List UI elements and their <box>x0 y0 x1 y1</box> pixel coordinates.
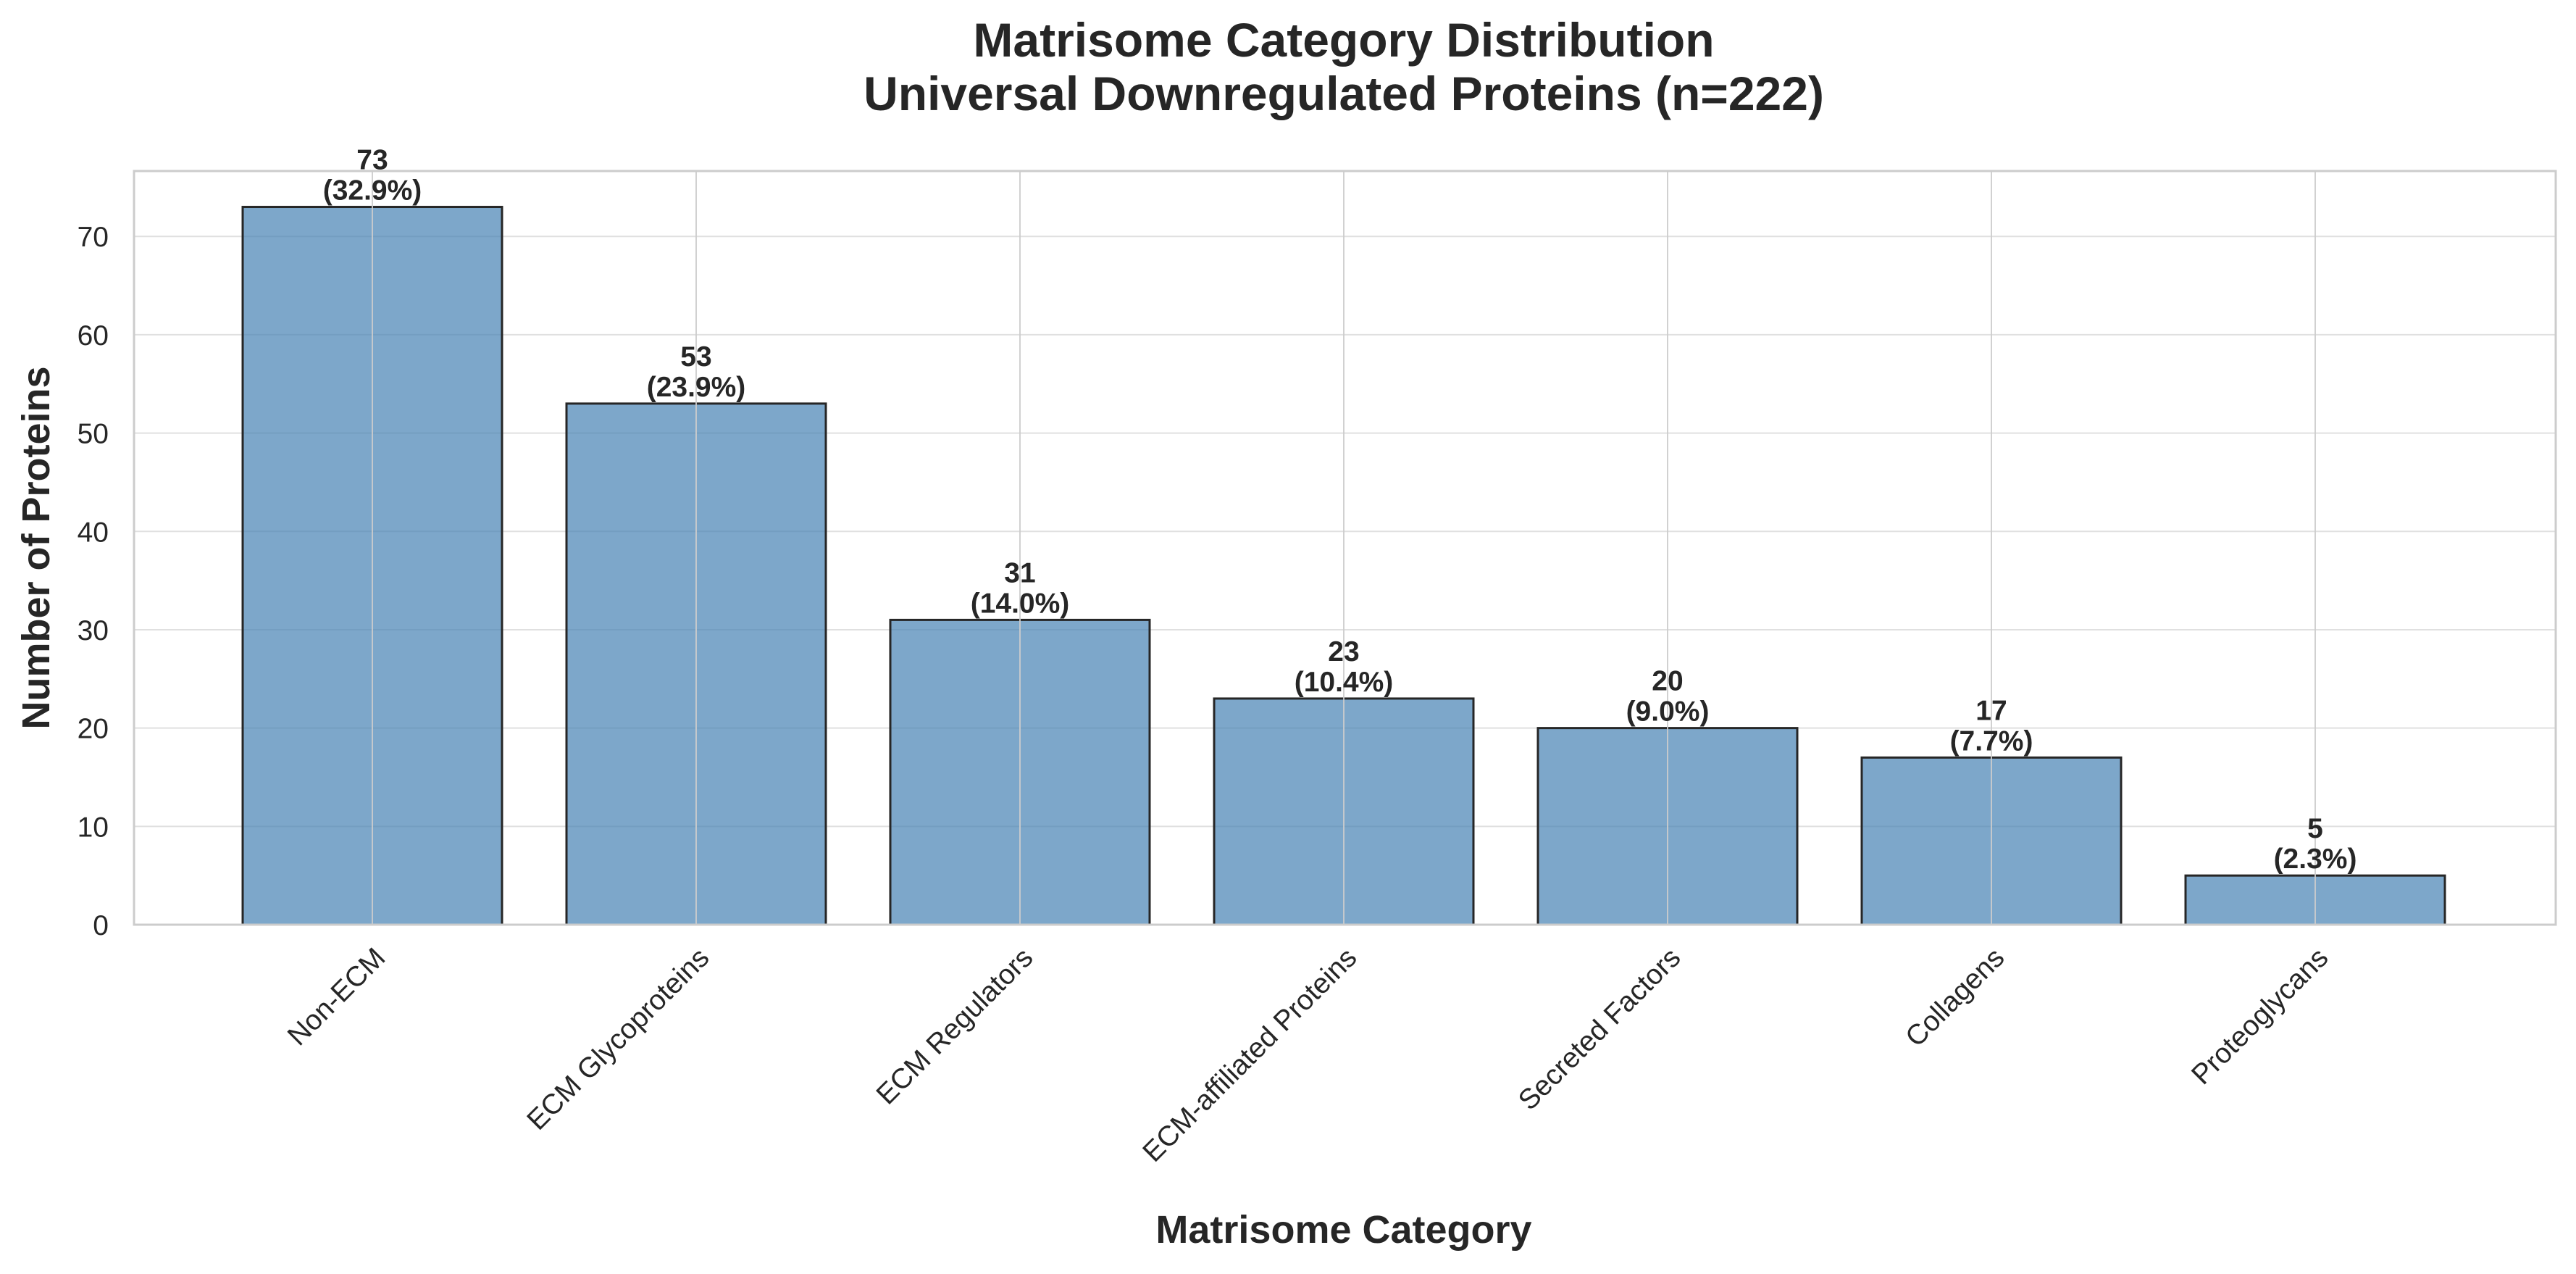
bar-percent-label: (9.0%) <box>1626 696 1710 728</box>
bar-value-label: 53 <box>680 341 711 372</box>
chart-title: Matrisome Category Distribution Universa… <box>863 13 1824 120</box>
x-axis-label: Matrisome Category <box>1155 1208 1531 1252</box>
bar-value-label: 5 <box>2307 813 2323 844</box>
bar-percent-label: (32.9%) <box>323 175 422 207</box>
y-tick-label: 70 <box>78 222 109 253</box>
chart-title-line-2: Universal Downregulated Proteins (n=222) <box>863 67 1824 120</box>
y-tick-label: 20 <box>78 714 109 745</box>
y-tick-label: 30 <box>78 615 109 646</box>
y-tick-label: 60 <box>78 320 109 351</box>
y-tick-label: 50 <box>78 419 109 450</box>
bar-percent-label: (2.3%) <box>2274 844 2357 875</box>
bar-percent-label: (23.9%) <box>647 372 746 403</box>
bar-value-label: 23 <box>1328 636 1359 667</box>
y-axis-label: Number of Proteins <box>14 366 58 729</box>
bar-value-label: 17 <box>1975 695 2007 726</box>
bar-value-label: 31 <box>1004 557 1035 588</box>
y-tick-label: 40 <box>78 517 109 548</box>
chart-title-line-1: Matrisome Category Distribution <box>973 13 1714 67</box>
bar-labels: 73(32.9%) 53(23.9%) 31(14.0%) 23(10.4%) 20(9… <box>323 145 2357 875</box>
y-axis-ticks: 0 10 20 30 40 50 60 70 <box>78 222 109 941</box>
bar-percent-label: (7.7%) <box>1950 725 2033 757</box>
vertical-grid-lines <box>372 171 2316 925</box>
bar-value-label: 20 <box>1652 666 1683 697</box>
bar-percent-label: (10.4%) <box>1295 667 1394 698</box>
plot-frame <box>133 170 2557 926</box>
y-tick-label: 10 <box>78 812 109 843</box>
bar-value-label: 73 <box>356 145 388 176</box>
bar-percent-label: (14.0%) <box>971 588 1070 619</box>
y-tick-label: 0 <box>93 910 109 941</box>
